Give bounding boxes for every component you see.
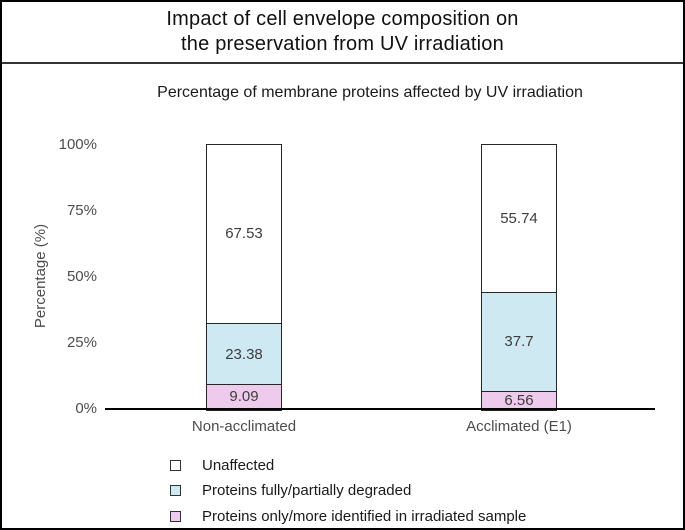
- bar: 67.53 23.38 9.09: [206, 143, 282, 411]
- y-tick-label: 50%: [66, 268, 97, 285]
- legend-label: Proteins only/more identified in irradia…: [202, 507, 527, 525]
- y-tick-label: 0%: [75, 400, 97, 417]
- legend-label: Proteins fully/partially degraded: [202, 482, 412, 499]
- bar-segment: 23.38: [207, 322, 281, 385]
- y-tick-label: 75%: [66, 202, 97, 219]
- bar-value-label: 37.7: [504, 333, 534, 351]
- legend-swatch: [170, 485, 181, 496]
- bar-value-label: 67.53: [225, 225, 263, 243]
- legend-swatch: [170, 510, 181, 522]
- x-tick-label: Acclimated (E1): [466, 418, 572, 435]
- bar-segment: 9.09: [207, 384, 281, 409]
- legend-item: Unaffected: [170, 456, 526, 474]
- legend-label: Unaffected: [202, 456, 275, 474]
- bar: 55.74 37.7 6.56: [481, 143, 557, 411]
- bar-value-label: 9.09: [229, 388, 259, 406]
- bar-value-label: 55.74: [500, 209, 538, 227]
- x-axis-line: [105, 408, 655, 410]
- bar-segment: 37.7: [482, 291, 556, 392]
- legend-item: Proteins only/more identified in irradia…: [170, 507, 526, 525]
- bar-segment: 55.74: [482, 144, 556, 292]
- figure-title-line-2: the preservation from UV irradiation: [181, 33, 504, 55]
- legend-swatch: [170, 459, 181, 471]
- figure-title-line-1: Impact of cell envelope composition on: [166, 8, 519, 30]
- chart-subtitle: Percentage of membrane proteins affected…: [157, 84, 583, 101]
- bar-segment: 67.53: [207, 144, 281, 323]
- legend-item: Proteins fully/partially degraded: [170, 482, 526, 500]
- figure-title-box: Impact of cell envelope composition on t…: [2, 2, 683, 64]
- y-tick-label: 100%: [58, 136, 97, 153]
- bar-segment: 6.56: [482, 391, 556, 409]
- y-tick-label: 25%: [66, 334, 97, 351]
- legend: Unaffected Proteins fully/partially degra…: [170, 456, 526, 525]
- bar-value-label: 23.38: [225, 345, 263, 363]
- x-tick-label: Non-acclimated: [191, 418, 297, 435]
- bar-value-label: 6.56: [504, 391, 534, 409]
